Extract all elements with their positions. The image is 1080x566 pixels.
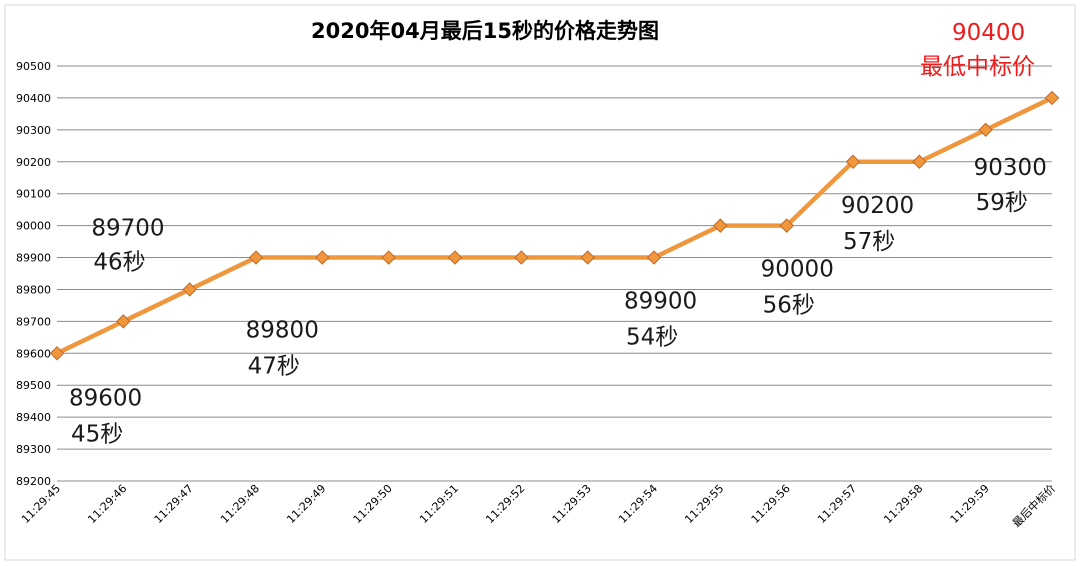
data-point-marker: [514, 250, 529, 265]
y-tick-label: 89600: [16, 347, 51, 360]
y-tick-label: 89700: [16, 315, 51, 328]
data-point-marker: [116, 314, 131, 329]
data-point-marker: [580, 250, 595, 265]
price-markers: [49, 90, 1060, 361]
chart-title: 2020年04月最后15秒的价格走势图: [311, 19, 659, 43]
y-tick-label: 89900: [16, 252, 51, 265]
annotation-value: 90000: [761, 257, 834, 283]
y-tick-label: 89400: [16, 411, 51, 424]
y-tick-label: 90100: [16, 188, 51, 201]
data-point-marker: [713, 218, 728, 233]
data-point-marker: [646, 250, 662, 265]
y-axis-tick-labels: 89200 89300 89400 89500 89600 89700 89800 89900…: [16, 60, 51, 488]
annotation-seconds: 59秒: [976, 190, 1028, 216]
y-tick-label: 89200: [16, 475, 51, 488]
y-tick-label: 90000: [16, 220, 51, 233]
annotation-value: 90300: [974, 155, 1047, 181]
chart-outer-border: [4, 4, 1076, 561]
data-point-marker: [912, 154, 927, 169]
y-tick-label: 90400: [16, 92, 51, 105]
price-series: [54, 95, 1055, 356]
data-point-marker: [1044, 90, 1060, 106]
data-point-marker: [845, 154, 861, 169]
y-tick-label: 90300: [16, 124, 51, 137]
annotation-seconds: 47秒: [248, 353, 300, 379]
data-annotations: 89600 45秒 89700 46秒 89800 47秒 89900 54秒 90000 56秒…: [69, 20, 1047, 447]
data-point-marker: [779, 218, 794, 233]
annotation-seconds: 56秒: [763, 293, 815, 319]
annotation-seconds: 46秒: [93, 249, 145, 275]
data-point-marker: [182, 282, 197, 297]
data-point-marker: [248, 250, 264, 265]
annotation-seconds: 45秒: [71, 421, 123, 447]
y-tick-label: 90200: [16, 156, 51, 169]
annotation-seconds: 最低中标价: [920, 54, 1035, 80]
data-point-marker: [447, 250, 463, 265]
y-tick-label: 89500: [16, 379, 51, 392]
annotation-value: 89600: [69, 385, 142, 411]
annotation-value: 89900: [624, 289, 697, 315]
annotation-value: 89800: [246, 317, 319, 343]
series-line: [54, 95, 1055, 356]
data-point-marker: [315, 250, 330, 265]
data-point-marker: [381, 250, 396, 265]
annotation-value: 89700: [91, 215, 164, 241]
gridlines: [57, 65, 1052, 482]
annotation-value: 90200: [841, 193, 914, 219]
y-tick-label: 89300: [16, 443, 51, 456]
data-point-marker: [978, 122, 993, 138]
data-point-marker: [49, 346, 65, 361]
y-tick-label: 90500: [16, 60, 51, 73]
y-tick-label: 89800: [16, 283, 51, 296]
annotation-seconds: 57秒: [843, 229, 895, 255]
annotation-seconds: 54秒: [626, 325, 678, 351]
annotation-value: 90400: [952, 20, 1025, 46]
